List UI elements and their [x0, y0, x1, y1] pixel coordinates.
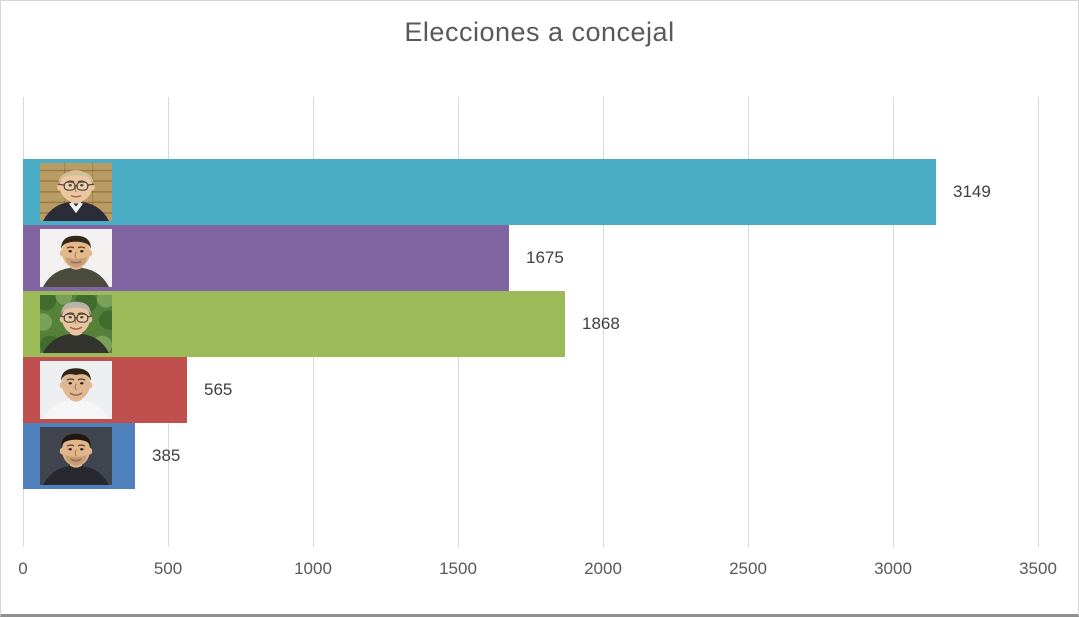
bar-candidate-1	[23, 159, 936, 225]
data-label: 1675	[526, 248, 564, 267]
candidate-photo-3	[40, 295, 112, 353]
gridline	[748, 97, 749, 547]
x-axis: 0 500 1000 1500 2000 2500 3000 3500	[18, 559, 1057, 589]
x-tick-label: 2500	[729, 559, 767, 578]
bar-candidate-2	[23, 225, 509, 291]
x-tick-label: 0	[18, 559, 28, 578]
bar-candidate-3	[23, 291, 565, 357]
candidate-photo-2	[40, 229, 112, 287]
x-tick-label: 2000	[584, 559, 622, 578]
data-label: 1868	[582, 314, 620, 333]
candidate-photo-4	[40, 361, 112, 419]
x-tick-label: 1500	[439, 559, 477, 578]
x-tick-label: 3000	[874, 559, 912, 578]
chart-title: Elecciones a concejal	[404, 17, 675, 47]
bar-candidate-4	[23, 357, 187, 423]
data-label: 385	[152, 446, 181, 465]
gridline	[893, 97, 894, 547]
candidate-photo-5	[40, 427, 112, 485]
x-tick-label: 500	[153, 559, 183, 578]
data-label: 565	[204, 380, 233, 399]
x-tick-label: 1000	[294, 559, 332, 578]
x-tick-label: 3500	[1019, 559, 1057, 578]
plot-area: 3149 1675 1868 565 385	[23, 97, 1039, 547]
gridline	[1038, 97, 1039, 547]
data-label: 3149	[953, 182, 991, 201]
bar-candidate-5	[23, 423, 135, 489]
candidate-photo-1	[40, 163, 112, 221]
gridline	[603, 97, 604, 547]
